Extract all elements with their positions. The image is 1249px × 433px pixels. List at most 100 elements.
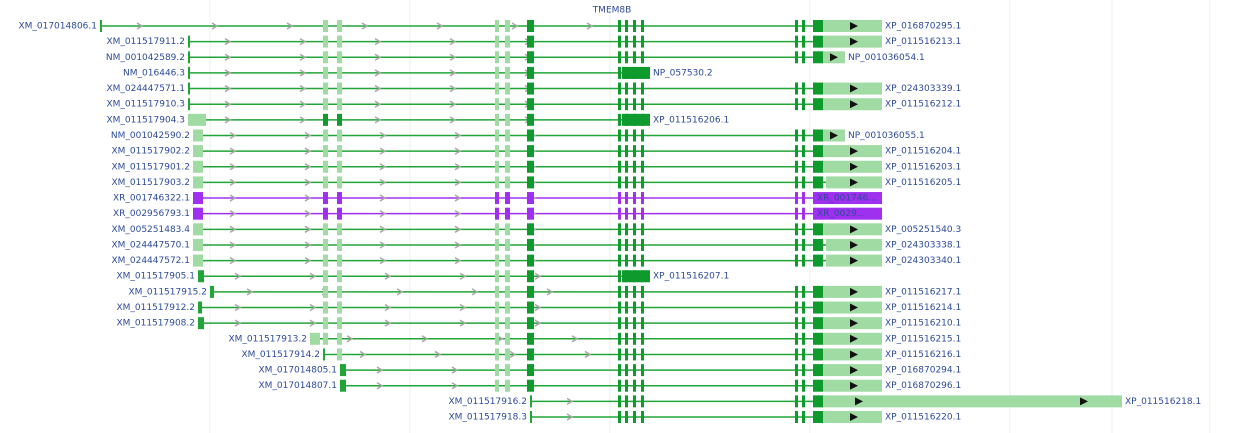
exon (618, 301, 621, 314)
exon (527, 176, 534, 189)
direction-arrow (379, 210, 387, 218)
direction-arrow (454, 256, 462, 265)
exon (323, 192, 328, 205)
exon (795, 411, 798, 423)
exon (802, 317, 805, 330)
direction-arrow (304, 131, 312, 140)
exon (802, 395, 805, 408)
exon (618, 254, 621, 267)
exon (813, 332, 823, 345)
transcript-label: XR_002956793.1 (113, 209, 190, 219)
direction-arrow (471, 288, 479, 296)
strand-arrow (830, 53, 838, 62)
transcript: XM_011517911.2 XP_011516213.1 (106, 35, 961, 48)
transcript-label: XM_017014806.1 (18, 22, 97, 32)
direction-arrow (379, 194, 387, 202)
exon (618, 364, 621, 377)
direction-arrow (454, 131, 462, 140)
transcript-label: XM_011517904.3 (106, 115, 185, 125)
exon (618, 35, 621, 48)
exon (795, 332, 798, 345)
strand-arrow (830, 131, 838, 140)
exon (641, 98, 644, 111)
exon (323, 113, 328, 126)
exon (802, 364, 805, 377)
exon (337, 207, 342, 220)
direction-arrow (459, 319, 467, 327)
exon (618, 66, 621, 79)
direction-arrow (309, 303, 317, 312)
transcript-label: XM_011517913.2 (228, 334, 307, 344)
exon (633, 192, 636, 205)
direction-arrow (304, 178, 312, 187)
direction-arrow (379, 225, 387, 233)
strand-arrow (850, 147, 858, 156)
exon (813, 98, 823, 111)
direction-arrow (449, 116, 457, 124)
exon (323, 176, 328, 189)
exon (813, 348, 823, 361)
strand-arrow (850, 162, 858, 171)
product-label: XP_011516212.1 (885, 100, 961, 110)
exon (505, 145, 510, 158)
product-label: XP_024303338.1 (885, 240, 961, 250)
exon (633, 379, 636, 392)
exon (802, 145, 805, 158)
exon (495, 98, 499, 111)
transcript: XR_002956793.1 XR_0029... (113, 207, 882, 220)
exon (618, 129, 621, 142)
exon (527, 113, 534, 126)
direction-arrow (454, 163, 462, 171)
exon (625, 35, 628, 48)
exon (633, 145, 636, 158)
product-label: XP_011516210.1 (885, 319, 961, 329)
product-label: XP_016870295.1 (885, 22, 961, 32)
exon (337, 285, 342, 298)
product-label: XR_0029... (817, 209, 865, 219)
exon (813, 285, 823, 298)
product-label: XP_011516214.1 (885, 303, 961, 313)
exon (505, 51, 510, 64)
direction-arrow (299, 53, 307, 61)
exon (625, 238, 628, 251)
transcript: XM_017014805.1 XP_016870294.1 (258, 364, 961, 377)
exon (193, 176, 203, 189)
direction-arrow (374, 100, 382, 108)
exon (337, 270, 342, 283)
exon (633, 35, 636, 48)
transcript-label: XM_011517911.2 (106, 37, 185, 47)
exon (337, 348, 342, 361)
transcript: NM_016446.3 NP_057530.2 (123, 66, 713, 79)
exon (505, 270, 510, 283)
exon (813, 129, 823, 142)
exon (622, 113, 650, 126)
exon (210, 285, 214, 298)
direction-arrow (451, 382, 459, 390)
exon (625, 364, 628, 377)
exon (622, 270, 650, 283)
transcript-label: XM_011517914.2 (241, 350, 320, 360)
utr (823, 395, 1122, 408)
exon (633, 98, 636, 111)
direction-arrow (379, 178, 387, 187)
exon (813, 207, 823, 220)
exon (625, 223, 628, 236)
product-label: NP_057530.2 (653, 68, 713, 78)
strand-arrow (850, 256, 858, 265)
exon (495, 113, 499, 126)
exon (641, 254, 644, 267)
exon (527, 207, 534, 220)
exon (337, 176, 342, 189)
exon (188, 51, 190, 64)
exon (641, 332, 644, 345)
exon (323, 348, 325, 361)
transcript: XM_011517915.2 XP_011516217.1 (128, 285, 961, 298)
direction-arrow (449, 69, 457, 77)
direction-arrow (421, 335, 429, 343)
exon (625, 379, 628, 392)
exon (795, 348, 798, 361)
exon (633, 82, 636, 95)
exon (323, 160, 328, 173)
exon (802, 207, 805, 220)
exon (618, 176, 621, 189)
